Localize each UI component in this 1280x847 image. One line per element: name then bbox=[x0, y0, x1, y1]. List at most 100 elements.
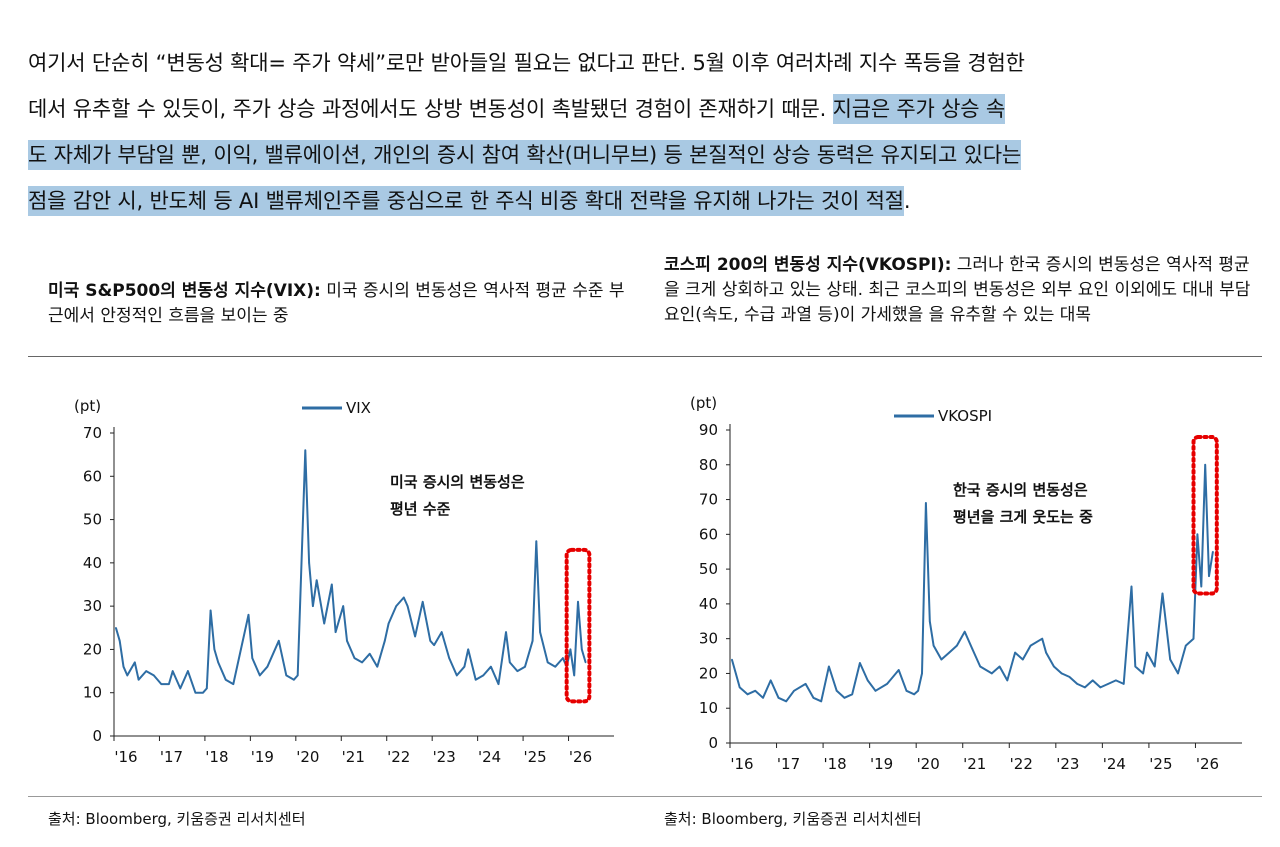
vkospi-data-point bbox=[886, 683, 888, 685]
vkospi-data-point bbox=[1006, 679, 1009, 682]
vix-data-point bbox=[251, 657, 254, 659]
vix-data-point bbox=[539, 631, 541, 633]
vkospi-x-tick-label: '20 bbox=[917, 755, 940, 773]
vkospi-data-point bbox=[925, 502, 927, 504]
vix-y-tick-label: 30 bbox=[83, 597, 102, 615]
vkospi-data-point bbox=[1053, 665, 1055, 668]
vix-data-point bbox=[535, 540, 538, 543]
vix-data-point bbox=[277, 639, 280, 642]
vkospi-data-point bbox=[1084, 686, 1086, 689]
highlighted-text-3: 점을 감안 시, 반도체 등 AI 밸류체인주를 중심으로 한 주식 비중 확대… bbox=[28, 186, 904, 216]
vix-title-rest: 미국 증시의 변동성은 역사적 평균 수준 부근에서 안정적인 흐름을 보이는 … bbox=[48, 281, 625, 326]
vkospi-data-point bbox=[1107, 683, 1109, 685]
vix-data-point bbox=[376, 665, 379, 668]
vix-y-tick-label: 40 bbox=[83, 554, 102, 572]
vkospi-data-point bbox=[1212, 550, 1214, 553]
vkospi-x-tick-label: '17 bbox=[777, 755, 800, 773]
vkospi-x-tick-label: '18 bbox=[823, 755, 846, 773]
vkospi-y-tick-label: 90 bbox=[699, 421, 718, 439]
vkospi-legend-label: VKOSPI bbox=[938, 407, 992, 425]
vix-x-tick-label: '19 bbox=[251, 748, 274, 766]
vix-data-point bbox=[516, 670, 519, 672]
vix-data-point bbox=[266, 665, 269, 668]
vkospi-data-point bbox=[940, 658, 943, 661]
vix-x-tick-label: '26 bbox=[569, 748, 592, 766]
vix-x-tick-label: '22 bbox=[387, 748, 410, 766]
vkospi-data-point bbox=[1014, 651, 1016, 654]
vix-data-point bbox=[247, 614, 250, 616]
vix-data-point bbox=[171, 670, 174, 672]
vkospi-data-point bbox=[1041, 637, 1044, 640]
vix-panel-title: 미국 S&P500의 변동성 지수(VIX): 미국 증시의 변동성은 역사적 … bbox=[48, 279, 633, 329]
vkospi-y-tick-label: 50 bbox=[699, 560, 718, 578]
vix-data-point bbox=[217, 661, 219, 664]
vkospi-data-point bbox=[746, 693, 749, 696]
vkospi-y-tick-label: 60 bbox=[699, 525, 718, 543]
vix-data-point bbox=[115, 626, 117, 629]
paragraph-line-3: 도 자체가 부담일 뿐, 이익, 밸류에이션, 개인의 증시 참여 확산(머니무… bbox=[28, 132, 1250, 178]
vix-data-point bbox=[134, 661, 136, 664]
vkospi-data-point bbox=[1153, 665, 1156, 668]
vix-data-point bbox=[463, 665, 466, 668]
vix-data-point bbox=[285, 674, 288, 677]
vix-x-tick-label: '25 bbox=[523, 748, 546, 766]
vkospi-data-point bbox=[874, 690, 877, 692]
vkospi-data-point bbox=[866, 679, 869, 682]
vkospi-data-point bbox=[991, 672, 993, 675]
vix-data-point bbox=[342, 605, 344, 607]
vkospi-highlight-box bbox=[1191, 434, 1219, 596]
vkospi-x-tick-label: '23 bbox=[1056, 755, 1079, 773]
vix-data-point bbox=[509, 661, 511, 664]
vix-data-point bbox=[577, 601, 579, 603]
paragraph-line-2: 데서 유추할 수 있듯이, 주가 상승 과정에서도 상방 변동성이 촉발됐던 경… bbox=[28, 86, 1250, 132]
vix-data-point bbox=[440, 631, 443, 633]
vix-data-point bbox=[524, 665, 526, 668]
vix-data-point bbox=[581, 648, 583, 651]
vkospi-x-tick-label: '25 bbox=[1149, 755, 1172, 773]
vix-data-point bbox=[194, 691, 197, 694]
vkospi-data-point bbox=[948, 651, 950, 654]
vkospi-data-point bbox=[1196, 533, 1199, 536]
vix-x-tick-label: '20 bbox=[296, 748, 319, 766]
vkospi-data-point bbox=[932, 644, 935, 647]
vkospi-data-point bbox=[793, 690, 795, 692]
vkospi-chart: 0 10 20 30 40 50 60 70 80 90 (pt) '16 '17 '18 '19 '20 '2… bbox=[690, 394, 1242, 773]
vix-data-point bbox=[456, 674, 458, 677]
vkospi-y-tick-label: 70 bbox=[699, 491, 718, 509]
vix-source-note: 출처: Bloomberg, 키움증권 리서치센터 bbox=[48, 810, 306, 828]
vix-legend-label: VIX bbox=[346, 399, 371, 417]
vkospi-data-point bbox=[1099, 686, 1102, 689]
highlighted-text-1: 지금은 주가 상승 속 bbox=[832, 94, 1005, 124]
vix-data-point bbox=[433, 644, 435, 646]
vix-data-point bbox=[421, 601, 424, 603]
vix-data-point bbox=[414, 635, 416, 638]
vix-x-tick-label: '24 bbox=[478, 748, 501, 766]
vix-chart: 0 10 20 30 40 50 60 70 (pt) '16 '17 '18 '19 '20 '21 '22… bbox=[74, 397, 614, 766]
vix-data-point bbox=[168, 683, 170, 685]
vkospi-data-point bbox=[769, 679, 772, 682]
vix-data-point bbox=[573, 674, 576, 677]
paragraph-line-4: 점을 감안 시, 반도체 등 AI 밸류체인주를 중심으로 한 주식 비중 확대… bbox=[28, 178, 1250, 224]
vkospi-data-point bbox=[1115, 679, 1117, 682]
vix-y-tick-label: 10 bbox=[83, 684, 102, 702]
vkospi-data-point bbox=[1161, 592, 1164, 595]
vkospi-data-point bbox=[1130, 585, 1133, 588]
vix-data-point bbox=[531, 639, 534, 642]
vkospi-data-point bbox=[851, 693, 853, 696]
vix-data-point bbox=[474, 678, 477, 681]
vix-data-point bbox=[406, 605, 409, 607]
vix-y-unit-label: (pt) bbox=[74, 397, 101, 415]
vix-annotation-line: 미국 증시의 변동성은 bbox=[390, 473, 525, 491]
vix-y-tick-label: 60 bbox=[83, 467, 102, 485]
vkospi-data-point bbox=[835, 690, 838, 692]
vix-data-point bbox=[554, 665, 557, 668]
vix-y-tick-label: 70 bbox=[83, 424, 102, 442]
vix-data-point bbox=[505, 631, 507, 633]
vkospi-data-point bbox=[735, 672, 737, 675]
vix-data-point bbox=[137, 678, 140, 681]
vix-data-point bbox=[293, 678, 295, 681]
vix-data-point bbox=[145, 670, 147, 672]
vkospi-data-point bbox=[1192, 637, 1195, 640]
vix-data-point bbox=[361, 661, 363, 664]
vix-y-tick-label: 0 bbox=[92, 727, 102, 745]
